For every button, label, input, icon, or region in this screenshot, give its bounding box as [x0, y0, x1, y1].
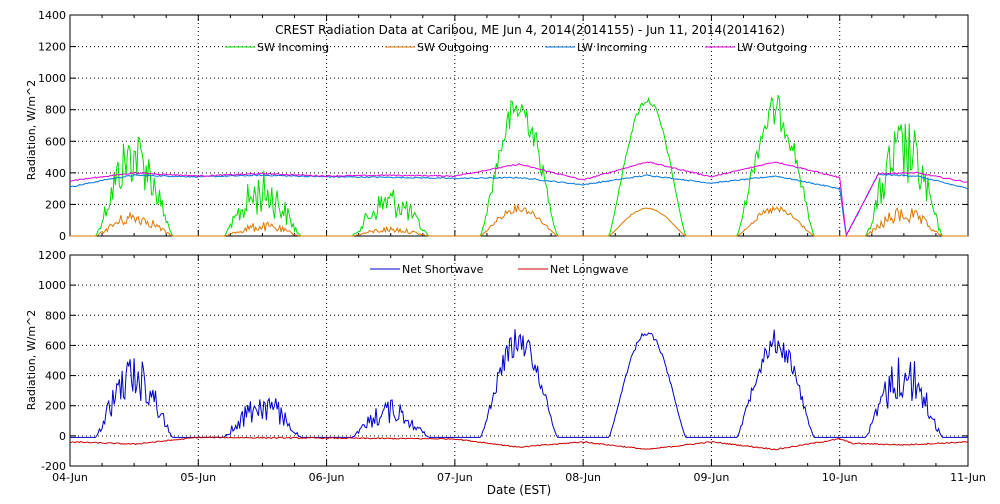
bottom-panel: -200 0 200 400 600 800 1000 1200 Net Shortwave Ne… [38, 249, 986, 484]
x-tick-label: 09-Jun [694, 471, 730, 484]
y-tick-label: 200 [45, 198, 66, 211]
x-tick-label: 05-Jun [180, 471, 216, 484]
series-line-sw-incoming [70, 94, 968, 237]
x-tick-label: 10-Jun [822, 471, 858, 484]
legend-label: LW Incoming [577, 41, 647, 54]
plot-frame [69, 254, 969, 467]
series-line-lw-incoming [69, 173, 969, 238]
chart-title: CREST Radiation Data at Caribou, ME Jun … [275, 23, 785, 37]
y-tick-label: 200 [45, 400, 66, 413]
y-tick-label: 0 [59, 230, 66, 243]
x-axis-label: Date (EST) [487, 483, 551, 497]
top-y-axis-label: Radiation, W/m^2 [25, 80, 38, 181]
y-tick-label: 1000 [38, 279, 66, 292]
series-line-sw-outgoing [70, 203, 968, 237]
bottom-y-axis-label: Radiation, W/m^2 [25, 310, 38, 411]
y-tick-label: 1200 [38, 249, 66, 262]
y-tick-label: 600 [45, 135, 66, 148]
legend-label: Net Longwave [550, 263, 629, 276]
y-tick-label: 1200 [38, 41, 66, 54]
y-tick-label: 400 [45, 370, 66, 383]
x-tick-label: 08-Jun [565, 471, 601, 484]
x-tick-label: 06-Jun [309, 471, 345, 484]
x-tick-label: 04-Jun [52, 471, 88, 484]
y-tick-label: 800 [45, 104, 66, 117]
y-tick-label: 1400 [38, 9, 66, 22]
legend-label: LW Outgoing [737, 41, 807, 54]
legend-label: SW Incoming [257, 41, 329, 54]
y-tick-label: 600 [45, 339, 66, 352]
series-line-net-longwave [69, 436, 969, 451]
x-tick-label: 07-Jun [437, 471, 473, 484]
y-tick-label: 400 [45, 167, 66, 180]
legend-label: Net Shortwave [402, 263, 484, 276]
top-panel: 0 200 400 600 800 1000 1200 1400 SW Incoming SW O… [38, 9, 969, 243]
legend-label: SW Outgoing [417, 41, 489, 54]
y-tick-label: 1000 [38, 72, 66, 85]
series-line-lw-outgoing [69, 161, 969, 237]
y-tick-label: 800 [45, 309, 66, 322]
y-tick-label: -200 [41, 460, 66, 473]
y-tick-label: 0 [59, 430, 66, 443]
plot-frame [69, 14, 969, 237]
x-tick-label: 11-Jun [950, 471, 986, 484]
